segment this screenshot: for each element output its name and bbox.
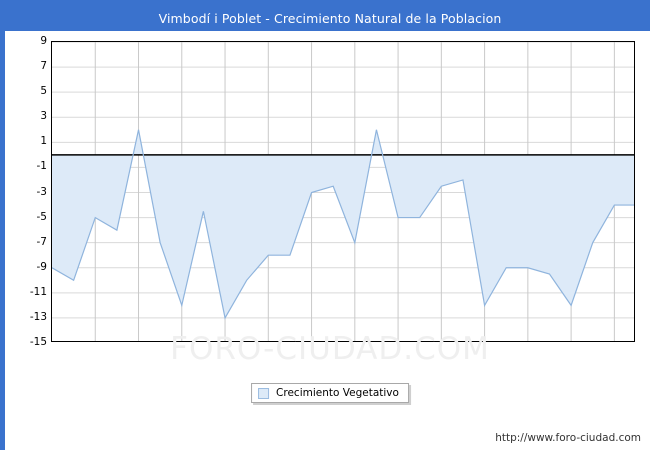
chart-legend: Crecimiento Vegetativo <box>251 383 409 403</box>
source-url: http://www.foro-ciudad.com <box>495 432 641 444</box>
series-area-crecimiento-vegetativo <box>52 129 634 318</box>
y-tick-label: 1 <box>40 135 47 148</box>
y-tick-label: -3 <box>36 185 47 198</box>
y-tick-label: -5 <box>36 210 47 223</box>
y-tick-label: -11 <box>29 285 47 298</box>
page-title: Vimbodí i Poblet - Crecimiento Natural d… <box>158 10 502 26</box>
legend-label: Crecimiento Vegetativo <box>276 387 399 399</box>
legend-swatch-icon <box>258 387 270 399</box>
y-tick-label: -15 <box>29 336 47 348</box>
y-tick-label: 5 <box>40 85 47 98</box>
y-axis-labels: 9 7 5 3 1 -1 -3 -5 -7 -9 -11 -13 -15 <box>5 35 47 348</box>
plot-area <box>51 41 635 342</box>
y-tick-label: 7 <box>40 60 47 73</box>
window-title-bar: Vimbodí i Poblet - Crecimiento Natural d… <box>5 5 650 31</box>
series-line-crecimiento-vegetativo <box>52 129 634 320</box>
y-tick-label: -9 <box>36 260 47 273</box>
y-tick-label: -13 <box>29 310 47 323</box>
area-chart-svg <box>52 42 634 341</box>
y-tick-label: 3 <box>40 110 47 123</box>
y-tick-label: 9 <box>40 35 47 47</box>
y-tick-label: -7 <box>36 235 47 248</box>
y-tick-label: -1 <box>36 160 47 173</box>
